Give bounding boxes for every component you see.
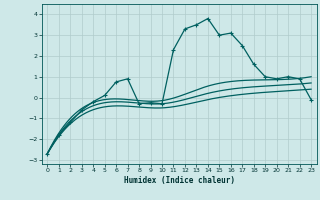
X-axis label: Humidex (Indice chaleur): Humidex (Indice chaleur) (124, 176, 235, 185)
